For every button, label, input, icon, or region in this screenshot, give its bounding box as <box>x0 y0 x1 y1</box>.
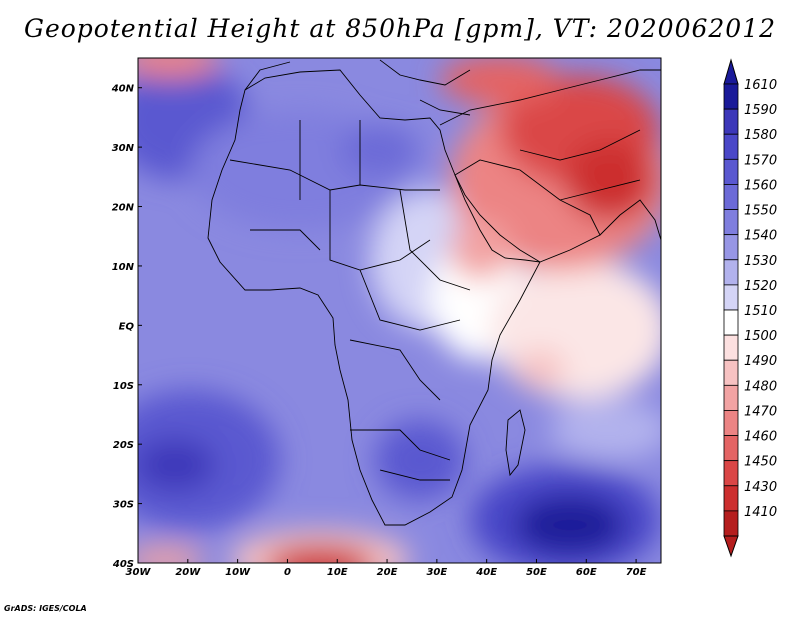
colorbar-label: 1450 <box>744 455 777 470</box>
colorbar-swatch <box>723 158 739 185</box>
lat-tick-label: 20S <box>113 440 134 451</box>
colorbar-label: 1610 <box>744 78 777 93</box>
lon-tick-label: 20E <box>377 567 398 578</box>
lat-tick-label: 20N <box>112 203 135 214</box>
lat-tick-label: 40N <box>111 84 135 95</box>
colorbar-swatch <box>723 435 739 462</box>
latitude-axis: 40S 30S 20S 10S EQ 10N 20N 30N 40N <box>111 84 142 570</box>
lon-tick-label: 0 <box>284 567 291 578</box>
colorbar-swatch <box>723 410 739 436</box>
colorbar-swatch <box>723 234 739 261</box>
colorbar-swatch <box>723 284 739 311</box>
colorbar-swatch <box>723 259 739 286</box>
colorbar-label: 1540 <box>744 229 777 244</box>
lat-tick-label: 10S <box>113 381 134 392</box>
colorbar-bottom-arrow <box>723 535 739 558</box>
grads-credit: GrADS: IGES/COLA <box>4 604 87 613</box>
colorbar-swatch <box>723 309 739 336</box>
colorbar-swatch <box>723 359 739 386</box>
colorbar-swatch <box>723 510 739 537</box>
colorbar-label: 1520 <box>744 279 777 294</box>
lon-tick-label: 50E <box>526 567 547 578</box>
colorbar-swatch <box>723 83 739 110</box>
lon-tick-label: 70E <box>626 567 647 578</box>
colorbar-label: 1580 <box>744 128 777 143</box>
lat-tick-label: EQ <box>119 321 135 332</box>
colorbar-label: 1410 <box>744 505 777 520</box>
colorbar-label: 1430 <box>744 480 777 495</box>
colorbar-label: 1550 <box>744 204 777 219</box>
lon-tick-label: 60E <box>576 567 597 578</box>
longitude-axis: 30W 20W 10W 0 10E 20E 30E 40E 50E 60E 70E <box>126 559 647 578</box>
lon-tick-label: 10E <box>327 567 348 578</box>
colorbar: 1610 1590 1580 1570 1560 1550 1540 1530 1520 1510… <box>723 58 777 558</box>
colorbar-swatch <box>723 209 739 236</box>
colorbar-label: 1530 <box>744 254 777 269</box>
map-frame <box>137 57 662 564</box>
lat-tick-label: 30N <box>112 143 135 154</box>
height-field <box>138 58 661 563</box>
colorbar-label: 1460 <box>744 430 777 445</box>
colorbar-swatch <box>723 384 739 411</box>
coastlines <box>207 59 661 526</box>
colorbar-swatch <box>723 108 739 135</box>
lat-tick-label: 40S <box>112 559 134 570</box>
colorbar-swatch <box>723 184 739 210</box>
colorbar-label: 1480 <box>744 379 777 394</box>
lon-tick-label: 10W <box>225 567 251 578</box>
lon-tick-label: 30E <box>426 567 447 578</box>
lat-tick-label: 30S <box>113 500 134 511</box>
colorbar-label: 1560 <box>744 178 777 193</box>
colorbar-label: 1490 <box>744 354 777 369</box>
colorbar-label: 1500 <box>744 329 777 344</box>
lon-tick-label: 30W <box>126 567 152 578</box>
colorbar-swatch <box>723 460 739 487</box>
colorbar-swatch <box>723 334 739 361</box>
lon-tick-label: 40E <box>475 567 497 578</box>
colorbar-label: 1470 <box>744 404 777 419</box>
lon-tick-label: 20W <box>175 567 201 578</box>
colorbar-label: 1590 <box>744 103 777 118</box>
colorbar-swatch <box>723 485 739 512</box>
colorbar-label: 1510 <box>744 304 777 319</box>
colorbar-swatch <box>723 133 739 160</box>
map-title: Geopotential Height at 850hPa [gpm], VT:… <box>23 14 777 43</box>
colorbar-label: 1570 <box>744 153 777 168</box>
colorbar-top-arrow <box>723 58 739 85</box>
lat-tick-label: 10N <box>112 262 135 273</box>
